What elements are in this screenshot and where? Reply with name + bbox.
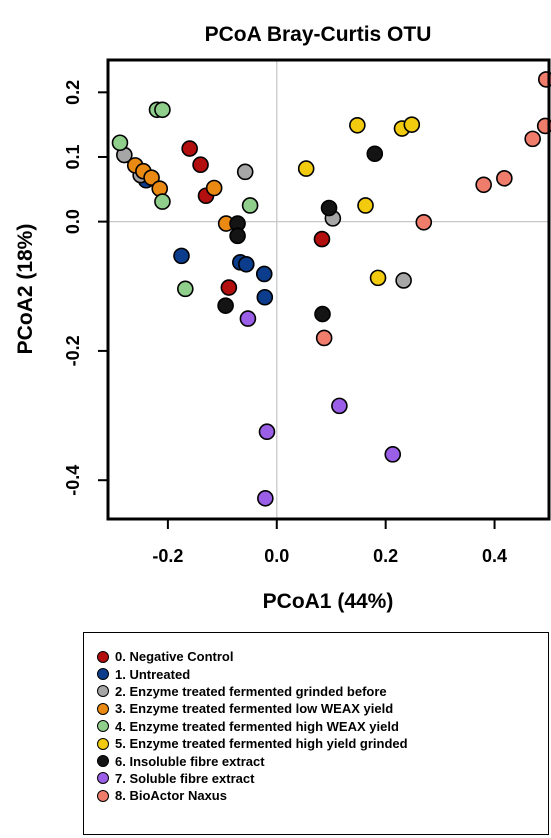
legend-item: 6. Insoluble fibre extract <box>97 752 548 769</box>
legend-label: 6. Insoluble fibre extract <box>115 753 265 769</box>
data-point-series-1 <box>255 265 273 283</box>
legend-item: 5. Enzyme treated fermented high yield g… <box>97 735 548 752</box>
x-tick-label: 0.2 <box>373 546 398 566</box>
legend-item: 0. Negative Control <box>97 648 548 665</box>
data-point-series-1 <box>256 288 274 306</box>
data-point-series-8 <box>524 130 541 148</box>
legend-item: 4. Enzyme treated fermented high WEAX yi… <box>97 718 548 735</box>
y-tick-label: -0.4 <box>63 465 83 496</box>
y-axis: 0.2 0.1 0.0 -0.2 -0.4 <box>63 80 108 496</box>
data-point-series-4 <box>241 197 259 214</box>
y-tick-label: -0.2 <box>63 335 83 366</box>
legend-label: 1. Untreated <box>115 666 191 682</box>
legend: 0. Negative Control 1. Untreated 2. Enzyme… <box>83 632 549 835</box>
data-point-series-5 <box>297 160 315 177</box>
data-point-series-8 <box>496 170 513 187</box>
legend-swatch <box>97 720 109 733</box>
legend-item: 8. BioActor Naxus <box>97 787 548 804</box>
x-tick-label: 0.4 <box>482 546 507 566</box>
data-point-series-4 <box>177 280 194 298</box>
legend-item: 7. Soluble fibre extract <box>97 770 548 787</box>
legend-label: 8. BioActor Naxus <box>115 788 227 804</box>
x-axis-title: PCoA1 (44%) <box>263 590 394 613</box>
plot-area <box>108 60 549 519</box>
data-point-series-0 <box>192 156 209 174</box>
data-point-series-2 <box>395 272 412 289</box>
legend-label: 0. Negative Control <box>115 649 234 665</box>
legend-swatch <box>97 668 109 681</box>
legend-item: 1. Untreated <box>97 665 548 682</box>
x-axis: -0.2 0.0 0.2 0.4 <box>152 519 507 566</box>
data-point-series-5 <box>403 116 421 133</box>
data-point-series-0 <box>313 230 331 248</box>
scatter-chart: PCoA Bray-Curtis OTU -0.2 0.0 0.2 0.4 0.20.… <box>14 23 551 613</box>
data-point-series-7 <box>257 490 274 507</box>
data-point-series-4 <box>111 134 129 152</box>
data-point-series-6 <box>320 199 338 217</box>
legend-label: 3. Enzyme treated fermented low WEAX yie… <box>115 701 394 717</box>
data-point-series-4 <box>154 193 171 210</box>
data-point-series-3 <box>143 169 160 186</box>
data-point-series-6 <box>217 297 234 314</box>
legend-swatch <box>97 737 109 750</box>
legend-label: 4. Enzyme treated fermented high WEAX yi… <box>115 718 399 734</box>
legend-swatch <box>97 772 109 785</box>
data-point-series-8 <box>415 213 433 231</box>
data-point-series-0 <box>220 279 238 296</box>
x-tick-label: -0.2 <box>152 546 183 566</box>
title-group: PCoA Bray-Curtis OTU <box>205 23 432 46</box>
legend-swatch <box>97 702 109 715</box>
data-point-series-8 <box>475 176 492 194</box>
legend-swatch <box>97 789 109 802</box>
data-point-series-3 <box>205 179 223 197</box>
data-point-series-5 <box>357 197 374 214</box>
legend-label: 2. Enzyme treated fermented grinded befo… <box>115 683 387 699</box>
legend-label: 7. Soluble fibre extract <box>115 770 255 786</box>
data-point-series-4 <box>154 101 171 119</box>
data-point-series-6 <box>229 227 246 245</box>
data-point-series-6 <box>314 305 331 323</box>
data-point-series-7 <box>258 423 276 441</box>
data-point-series-7 <box>331 397 348 415</box>
data-point-series-6 <box>366 145 384 163</box>
y-tick-label: 0.2 <box>63 80 83 105</box>
data-point-series-8 <box>315 329 333 347</box>
chart-title: PCoA Bray-Curtis OTU <box>205 23 432 46</box>
legend-item: 3. Enzyme treated fermented low WEAX yie… <box>97 700 548 717</box>
data-point-series-5 <box>369 269 387 287</box>
data-point-series-1 <box>173 247 190 265</box>
y-tick-label: 0.0 <box>63 209 83 234</box>
data-point-series-5 <box>349 116 366 134</box>
legend-swatch <box>97 685 109 698</box>
data-point-series-1 <box>237 255 255 273</box>
data-point-series-7 <box>384 446 402 463</box>
legend-swatch <box>97 650 109 663</box>
y-tick-label: 0.1 <box>63 144 83 169</box>
x-tick-label: 0.0 <box>264 546 289 566</box>
data-point-series-2 <box>236 163 254 181</box>
legend-item: 2. Enzyme treated fermented grinded befo… <box>97 683 548 700</box>
data-point-series-0 <box>181 140 198 157</box>
data-point-series-7 <box>239 310 257 327</box>
plot-frame <box>106 58 551 521</box>
legend-label: 5. Enzyme treated fermented high yield g… <box>115 736 408 752</box>
legend-swatch <box>97 755 109 768</box>
y-axis-title: PCoA2 (18%) <box>14 224 37 355</box>
